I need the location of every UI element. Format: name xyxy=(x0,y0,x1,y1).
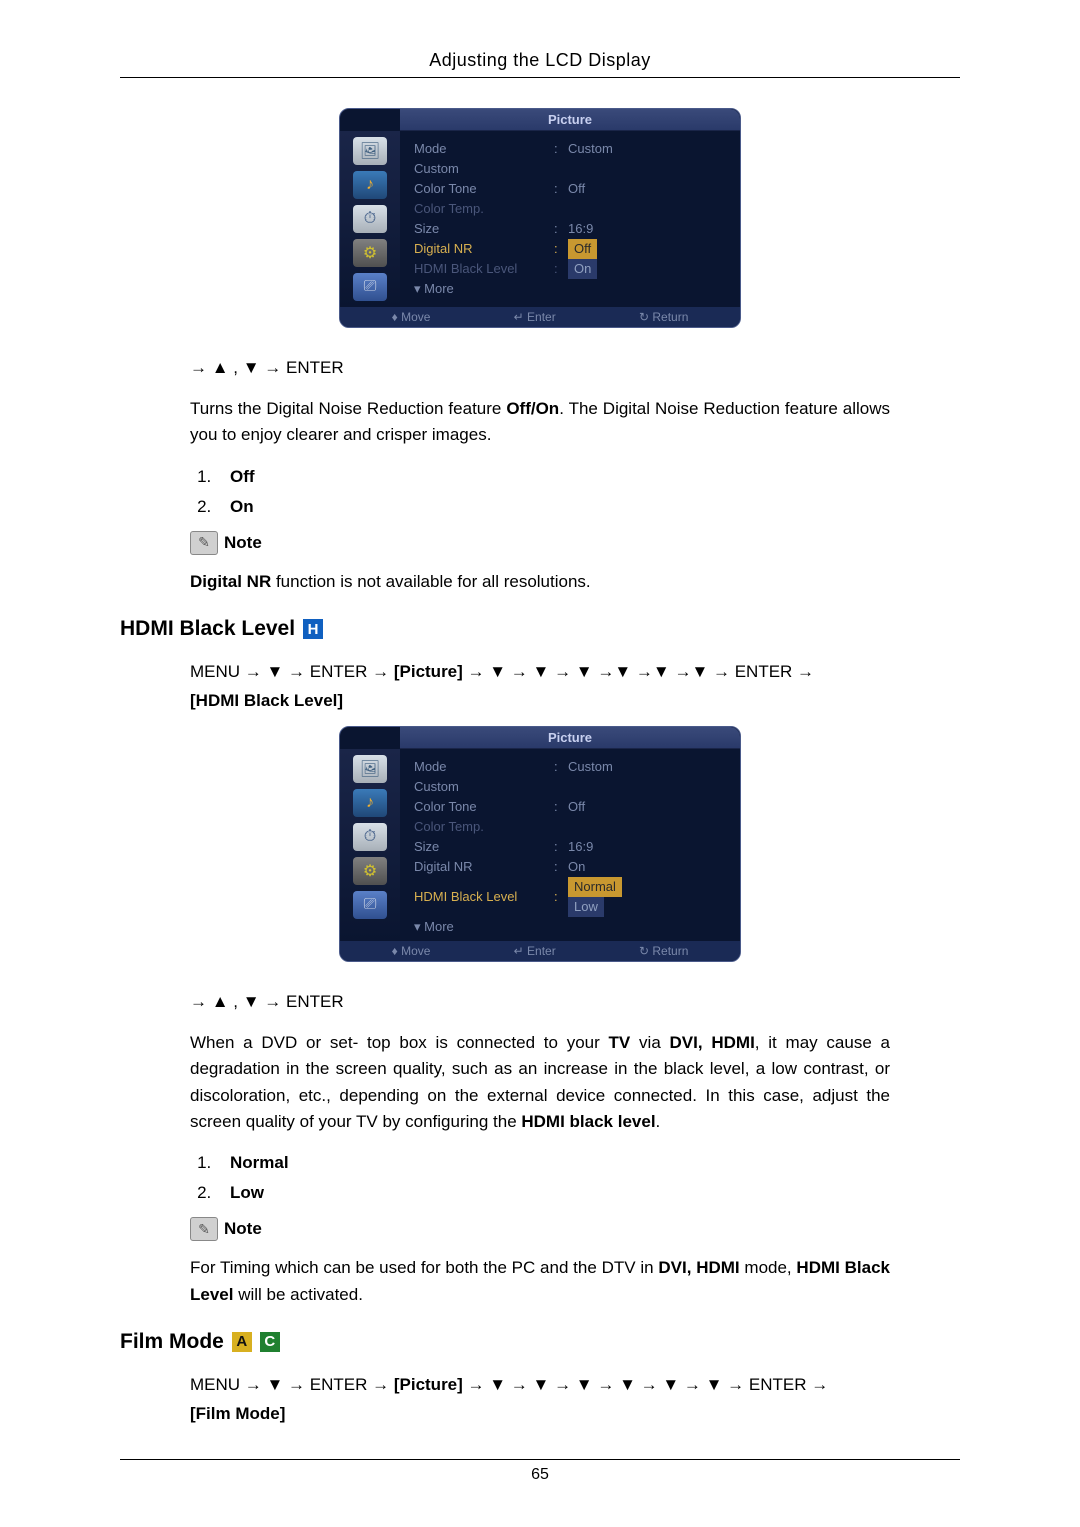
osd2-r6-label: HDMI Black Level xyxy=(414,887,554,907)
osd2-enter: ↵ Enter xyxy=(514,944,556,958)
sound-icon: ♪ xyxy=(353,789,387,817)
osd2-r6-sel: Normal xyxy=(568,877,622,897)
sound-icon: ♪ xyxy=(353,171,387,199)
osd1-title: Picture xyxy=(400,109,740,131)
osd1-r2-label: Color Tone xyxy=(414,179,554,199)
osd1-return: ↻ Return xyxy=(639,310,688,324)
timer-icon: ⏱ xyxy=(353,823,387,851)
osd2-move: ♦ Move xyxy=(392,944,431,958)
note1-text: Digital NR function is not available for… xyxy=(190,569,890,595)
osd1-r5-label: Digital NR xyxy=(414,239,554,259)
picture-icon: 🖼 xyxy=(353,755,387,783)
badge-h-icon: H xyxy=(303,619,323,639)
osd2-return: ↻ Return xyxy=(639,944,688,958)
note-icon: ✎ xyxy=(190,1217,218,1241)
hdmi-paragraph: When a DVD or set- top box is connected … xyxy=(190,1030,890,1135)
osd2-r0-label: Mode xyxy=(414,757,554,777)
osd1-footer: ♦ Move ↵ Enter ↻ Return xyxy=(340,307,740,327)
picture-icon: 🖼 xyxy=(353,137,387,165)
hdmi-options: Normal Low xyxy=(190,1153,890,1203)
setup-icon: ⚙ xyxy=(353,857,387,885)
note-icon: ✎ xyxy=(190,531,218,555)
nav-line-1: → ▲ , ▼ → ENTER xyxy=(190,358,890,378)
osd1-r7-label: ▾ More xyxy=(414,279,554,299)
badge-c-icon: C xyxy=(260,1332,280,1352)
osd-screenshot-2: Picture 🖼 ♪ ⏱ ⚙ ⎚ Mode:Custom Custom Col… xyxy=(190,726,890,962)
osd2-r2-val: Off xyxy=(568,797,726,817)
osd2-r2-label: Color Tone xyxy=(414,797,554,817)
osd1-r5-below: On xyxy=(568,259,597,279)
osd2-r7-label: ▾ More xyxy=(414,917,554,937)
osd1-r3-label: Color Temp. xyxy=(414,199,554,219)
osd2-r4-label: Size xyxy=(414,837,554,857)
list-item: On xyxy=(216,497,890,517)
section-film-mode: Film Mode A C xyxy=(120,1330,890,1354)
osd2-footer: ♦ Move ↵ Enter ↻ Return xyxy=(340,941,740,961)
badge-a-icon: A xyxy=(232,1332,252,1352)
osd1-icon-column: 🖼 ♪ ⏱ ⚙ ⎚ xyxy=(340,131,400,307)
osd2-icon-column: 🖼 ♪ ⏱ ⚙ ⎚ xyxy=(340,749,400,941)
dnr-options: Off On xyxy=(190,467,890,517)
page-header: Adjusting the LCD Display xyxy=(120,50,960,78)
osd2-r5-val: On xyxy=(568,857,726,877)
page-number: 65 xyxy=(120,1459,960,1484)
osd1-r2-val: Off xyxy=(568,179,726,199)
osd2-r4-val: 16:9 xyxy=(568,837,726,857)
note-label: Note xyxy=(224,1219,262,1239)
timer-icon: ⏱ xyxy=(353,205,387,233)
osd2-r6-below: Low xyxy=(568,897,604,917)
osd2-r5-label: Digital NR xyxy=(414,857,554,877)
list-item: Off xyxy=(216,467,890,487)
setup-icon: ⚙ xyxy=(353,239,387,267)
list-item: Low xyxy=(216,1183,890,1203)
menu-path-hdmi: MENU → ▼ → ENTER → [Picture] → ▼ → ▼ → ▼… xyxy=(190,658,890,716)
osd1-r5-sel: Off xyxy=(568,239,597,259)
input-icon: ⎚ xyxy=(353,273,387,301)
osd1-r0-val: Custom xyxy=(568,139,726,159)
osd2-r1-label: Custom xyxy=(414,777,554,797)
osd2-r0-val: Custom xyxy=(568,757,726,777)
dnr-paragraph: Turns the Digital Noise Reduction featur… xyxy=(190,396,890,449)
osd1-move: ♦ Move xyxy=(392,310,431,324)
osd1-r4-label: Size xyxy=(414,219,554,239)
input-icon: ⎚ xyxy=(353,891,387,919)
osd1-r1-label: Custom xyxy=(414,159,554,179)
osd1-enter: ↵ Enter xyxy=(514,310,556,324)
menu-path-film: MENU → ▼ → ENTER → [Picture] → ▼ → ▼ → ▼… xyxy=(190,1371,890,1429)
section-hdmi-black-level: HDMI Black Level H xyxy=(120,617,890,641)
nav-line-2: → ▲ , ▼ → ENTER xyxy=(190,992,890,1012)
note-label: Note xyxy=(224,533,262,553)
osd1-r0-label: Mode xyxy=(414,139,554,159)
osd2-title: Picture xyxy=(400,727,740,749)
osd-screenshot-1: Picture 🖼 ♪ ⏱ ⚙ ⎚ Mode:Custom Custom Col… xyxy=(190,108,890,328)
list-item: Normal xyxy=(216,1153,890,1173)
osd1-r4-val: 16:9 xyxy=(568,219,726,239)
note2-text: For Timing which can be used for both th… xyxy=(190,1255,890,1308)
osd2-r3-label: Color Temp. xyxy=(414,817,554,837)
osd1-r6-label: HDMI Black Level xyxy=(414,259,554,279)
